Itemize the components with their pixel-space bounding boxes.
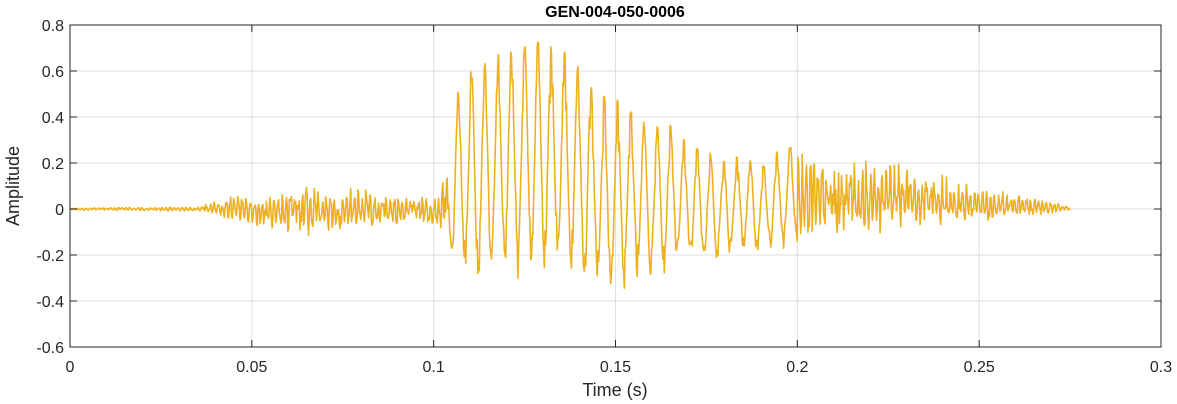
amplitude-series-line xyxy=(70,41,1071,290)
y-tick-label: 0.4 xyxy=(42,110,64,127)
y-axis-label: Amplitude xyxy=(3,146,23,226)
signal-layer xyxy=(70,41,1071,290)
chart-title: GEN-004-050-0006 xyxy=(545,4,685,21)
y-tick-label: -0.6 xyxy=(36,340,64,357)
y-axis: -0.6 -0.4 -0.2 0 0.2 0.4 0.6 0.8 xyxy=(36,18,1161,357)
y-tick-label: 0.2 xyxy=(42,156,64,173)
y-tick-label: -0.4 xyxy=(36,294,64,311)
x-tick-label: 0 xyxy=(66,359,75,376)
x-axis-label: Time (s) xyxy=(582,380,647,400)
x-tick-label: 0.2 xyxy=(786,359,808,376)
x-axis: 0 0.05 0.1 0.15 0.2 0.25 0.3 xyxy=(66,25,1172,376)
y-tick-label: 0.6 xyxy=(42,64,64,81)
x-tick-label: 0.05 xyxy=(236,359,267,376)
y-tick-label: 0 xyxy=(55,202,64,219)
x-tick-label: 0.1 xyxy=(423,359,445,376)
x-tick-label: 0.3 xyxy=(1150,359,1172,376)
y-tick-label: -0.2 xyxy=(36,248,64,265)
x-tick-label: 0.25 xyxy=(964,359,995,376)
y-tick-label: 0.8 xyxy=(42,18,64,35)
x-tick-label: 0.15 xyxy=(600,359,631,376)
